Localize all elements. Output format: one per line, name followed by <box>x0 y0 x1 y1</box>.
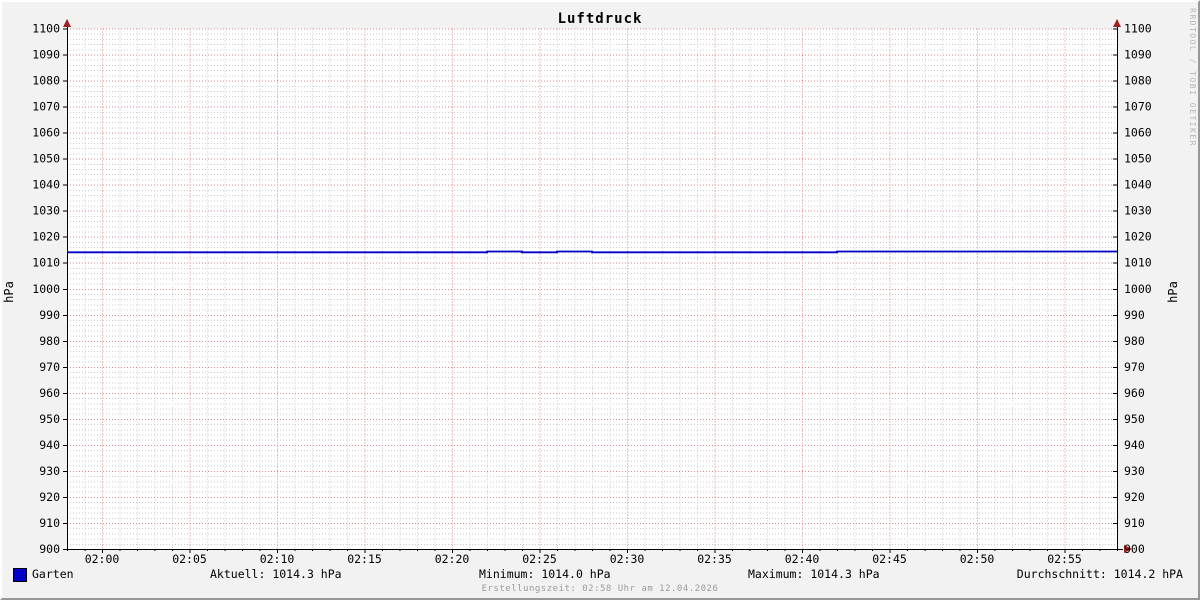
svg-text:900: 900 <box>39 542 60 556</box>
svg-text:1000: 1000 <box>32 282 60 296</box>
svg-text:1080: 1080 <box>1124 74 1152 88</box>
svg-text:1020: 1020 <box>32 230 60 244</box>
svg-text:960: 960 <box>1124 386 1145 400</box>
svg-text:930: 930 <box>1124 464 1145 478</box>
svg-text:02:15: 02:15 <box>347 552 382 566</box>
svg-text:1100: 1100 <box>1124 22 1152 36</box>
svg-text:02:30: 02:30 <box>610 552 645 566</box>
svg-text:910: 910 <box>1124 516 1145 530</box>
svg-text:980: 980 <box>39 334 60 348</box>
stat-maximum: Maximum: 1014.3 hPa <box>748 566 880 582</box>
legend-swatch-garten <box>13 568 27 582</box>
stat-aktuell-value: 1014.3 hPa <box>272 567 342 581</box>
svg-text:1080: 1080 <box>32 74 60 88</box>
svg-text:1010: 1010 <box>1124 256 1152 270</box>
svg-text:990: 990 <box>1124 308 1145 322</box>
svg-text:970: 970 <box>1124 360 1145 374</box>
svg-text:02:00: 02:00 <box>85 552 120 566</box>
svg-text:1030: 1030 <box>1124 204 1152 218</box>
svg-text:1090: 1090 <box>32 48 60 62</box>
svg-text:1070: 1070 <box>1124 100 1152 114</box>
svg-text:920: 920 <box>1124 490 1145 504</box>
svg-text:910: 910 <box>39 516 60 530</box>
svg-text:970: 970 <box>39 360 60 374</box>
svg-text:1060: 1060 <box>32 126 60 140</box>
svg-text:920: 920 <box>39 490 60 504</box>
svg-text:1050: 1050 <box>32 152 60 166</box>
svg-text:02:55: 02:55 <box>1047 552 1082 566</box>
legend-label-garten: Garten <box>32 567 74 581</box>
stat-maximum-value: 1014.3 hPa <box>810 567 880 581</box>
stat-minimum: Minimum: 1014.0 hPa <box>479 566 611 582</box>
rrdtool-watermark: RRDTOOL / TOBI OETIKER <box>1188 8 1197 147</box>
svg-text:900: 900 <box>1124 542 1145 556</box>
stat-durchschnitt-value: 1014.2 hPA <box>1113 567 1183 581</box>
svg-text:02:50: 02:50 <box>960 552 995 566</box>
svg-text:02:45: 02:45 <box>872 552 907 566</box>
svg-text:02:20: 02:20 <box>435 552 470 566</box>
y-axis-label-right: hPa <box>1165 281 1180 303</box>
svg-text:1000: 1000 <box>1124 282 1152 296</box>
svg-text:1030: 1030 <box>32 204 60 218</box>
svg-text:940: 940 <box>1124 438 1145 452</box>
svg-text:1040: 1040 <box>1124 178 1152 192</box>
stat-aktuell-label: Aktuell: <box>210 567 266 581</box>
stat-maximum-label: Maximum: <box>748 567 804 581</box>
svg-text:02:05: 02:05 <box>172 552 207 566</box>
svg-text:930: 930 <box>39 464 60 478</box>
svg-text:1100: 1100 <box>32 22 60 36</box>
stat-durchschnitt-label: Durchschnitt: <box>1016 567 1107 581</box>
svg-text:960: 960 <box>39 386 60 400</box>
stat-minimum-value: 1014.0 hPa <box>541 567 611 581</box>
svg-text:1020: 1020 <box>1124 230 1152 244</box>
svg-text:1040: 1040 <box>32 178 60 192</box>
svg-text:950: 950 <box>39 412 60 426</box>
creation-timestamp: Erstellungszeit: 02:58 Uhr am 12.04.2026 <box>481 584 719 594</box>
svg-text:02:10: 02:10 <box>260 552 295 566</box>
y-axis-label-left: hPa <box>1 281 16 303</box>
chart-title: Luftdruck <box>557 11 643 27</box>
stat-aktuell: Aktuell: 1014.3 hPa <box>210 566 342 582</box>
svg-text:02:40: 02:40 <box>785 552 820 566</box>
svg-text:940: 940 <box>39 438 60 452</box>
svg-text:1010: 1010 <box>32 256 60 270</box>
svg-text:1070: 1070 <box>32 100 60 114</box>
svg-text:990: 990 <box>39 308 60 322</box>
svg-text:980: 980 <box>1124 334 1145 348</box>
svg-text:950: 950 <box>1124 412 1145 426</box>
svg-text:1060: 1060 <box>1124 126 1152 140</box>
stat-durchschnitt: Durchschnitt: 1014.2 hPA <box>1017 566 1183 582</box>
svg-text:1050: 1050 <box>1124 152 1152 166</box>
stat-minimum-label: Minimum: <box>479 567 535 581</box>
svg-text:1090: 1090 <box>1124 48 1152 62</box>
svg-text:02:35: 02:35 <box>697 552 732 566</box>
svg-text:02:25: 02:25 <box>522 552 557 566</box>
